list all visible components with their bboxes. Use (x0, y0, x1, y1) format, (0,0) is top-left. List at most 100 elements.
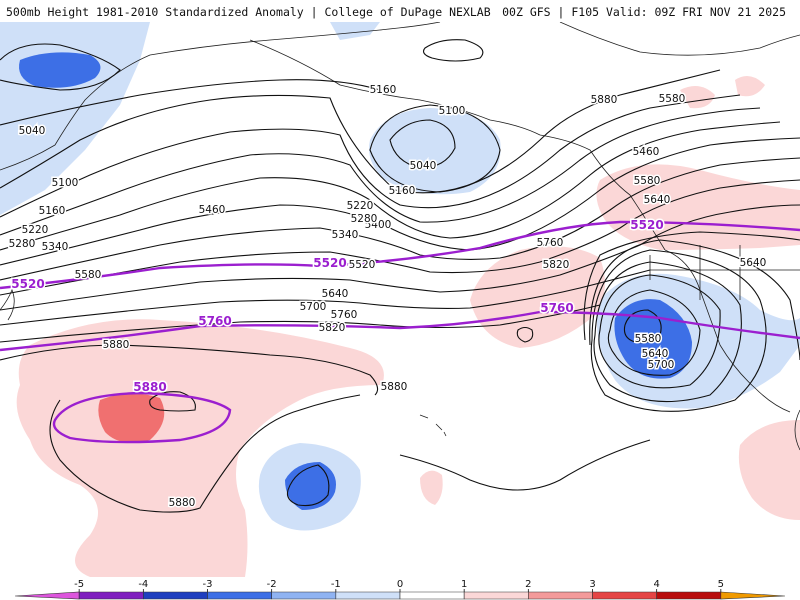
contour-line (0, 94, 741, 218)
coastline (419, 414, 447, 437)
reference-contour-label: 5520 (630, 218, 663, 232)
contour-label: 5880 (591, 94, 618, 106)
contour-line (0, 137, 800, 266)
map-title: 500mb Height 1981-2010 Standardized Anom… (6, 5, 491, 19)
contour-label: 5640 (644, 194, 671, 206)
colorbar-tick-label: 2 (525, 579, 531, 590)
colorbar-tick-label: 5 (718, 579, 724, 590)
anomaly-area (738, 420, 800, 520)
colorbar-swatch (399, 591, 465, 600)
positive-anomaly-areas (16, 76, 800, 577)
anomaly-area (19, 52, 101, 88)
anomaly-area (330, 22, 380, 40)
contour-label: 5160 (39, 205, 66, 217)
contour-line (623, 309, 662, 344)
colorbar-swatch (271, 591, 337, 600)
colorbar-swatch (463, 591, 529, 600)
contour-label: 5700 (648, 359, 675, 371)
reference-line-5880 (52, 391, 232, 444)
reference-contour-label: 5880 (133, 380, 166, 394)
contour-label: 5460 (199, 204, 226, 216)
colorbar-tick-label: 4 (653, 579, 659, 590)
contour-line (423, 39, 484, 62)
contour-label: 5880 (169, 497, 196, 509)
contour-label: 5100 (52, 177, 79, 189)
colorbar-tick-label: 3 (589, 579, 595, 590)
colorbar-swatch (143, 591, 208, 600)
height-contours (0, 39, 800, 513)
colorbar-tick-label: 1 (461, 579, 467, 590)
colorbar-swatch (720, 591, 786, 600)
contour-line (583, 231, 800, 341)
colorbar-swatch (656, 591, 722, 600)
reference-contour-label: 5520 (11, 277, 44, 291)
contour-label: 5580 (635, 333, 662, 345)
contour-label: 5340 (332, 229, 359, 241)
reference-contour-label: 5760 (198, 314, 231, 328)
coastlines (0, 22, 800, 451)
colorbar-swatch (335, 591, 401, 600)
contour-label: 5580 (634, 175, 661, 187)
coastline (649, 245, 800, 300)
contour-label: 5460 (633, 146, 660, 158)
contour-line (590, 249, 767, 412)
colorbar: -5 -4 -3 -2 -1 0 1 2 3 4 5 (14, 579, 786, 600)
contour-label: 5160 (389, 185, 416, 197)
anomaly-area (680, 86, 715, 109)
contour-label: 5760 (537, 237, 564, 249)
contour-label: 5760 (331, 309, 358, 321)
coastline (559, 22, 800, 56)
contour-line (516, 326, 534, 343)
colorbar-swatch (14, 591, 80, 600)
contour-line (149, 391, 196, 412)
anomaly-area (596, 164, 800, 250)
colorbar-tick-label: -1 (331, 579, 341, 590)
contour-line (389, 119, 456, 169)
contour-label: 5820 (543, 259, 570, 271)
coastline (664, 249, 791, 413)
contour-label: 5280 (9, 238, 36, 250)
header: 500mb Height 1981-2010 Standardized Anom… (0, 0, 800, 22)
contour-line (0, 204, 800, 311)
contour-line (593, 261, 742, 403)
colorbar-tick-label: 0 (397, 579, 403, 590)
anomaly-area (98, 393, 165, 443)
coastline (794, 409, 800, 451)
contour-label: 5400 (365, 219, 392, 231)
contour-label: 5580 (75, 269, 102, 281)
contour-label: 5880 (103, 339, 130, 351)
contour-label: 5040 (19, 125, 46, 137)
contour-line (0, 179, 800, 296)
reference-line-5760 (0, 310, 800, 352)
reference-contours (0, 220, 800, 444)
contour-label: 5280 (351, 213, 378, 225)
colorbar-tick-label: -3 (203, 579, 213, 590)
contour-label: 5160 (370, 84, 397, 96)
anomaly-area (285, 462, 336, 510)
contour-label: 5220 (22, 224, 49, 236)
contour-line (0, 344, 379, 396)
contour-label: 5640 (642, 348, 669, 360)
colorbar-swatch (207, 591, 272, 600)
coastline (249, 39, 666, 251)
coastline (0, 22, 441, 171)
anomaly-area (735, 76, 765, 97)
contour-label: 5220 (347, 200, 374, 212)
contour-line (0, 107, 761, 236)
contour-label: 5100 (439, 105, 466, 117)
colorbar-swatch (592, 591, 657, 600)
contour-line (49, 394, 361, 513)
contour-label: 5580 (659, 93, 686, 105)
contour-line (369, 104, 501, 193)
colorbar-swatch (528, 591, 593, 600)
contour-line (399, 439, 651, 491)
contour-line (0, 43, 121, 91)
anomaly-area (420, 470, 443, 505)
contour-line (589, 239, 800, 361)
reference-contour-label: 5520 (313, 256, 346, 270)
valid-time: 00Z GFS | F105 Valid: 09Z FRI NOV 21 202… (502, 5, 786, 19)
contour-label: 5340 (42, 241, 69, 253)
contour-label: 5880 (381, 381, 408, 393)
contour-label: 5640 (740, 257, 767, 269)
